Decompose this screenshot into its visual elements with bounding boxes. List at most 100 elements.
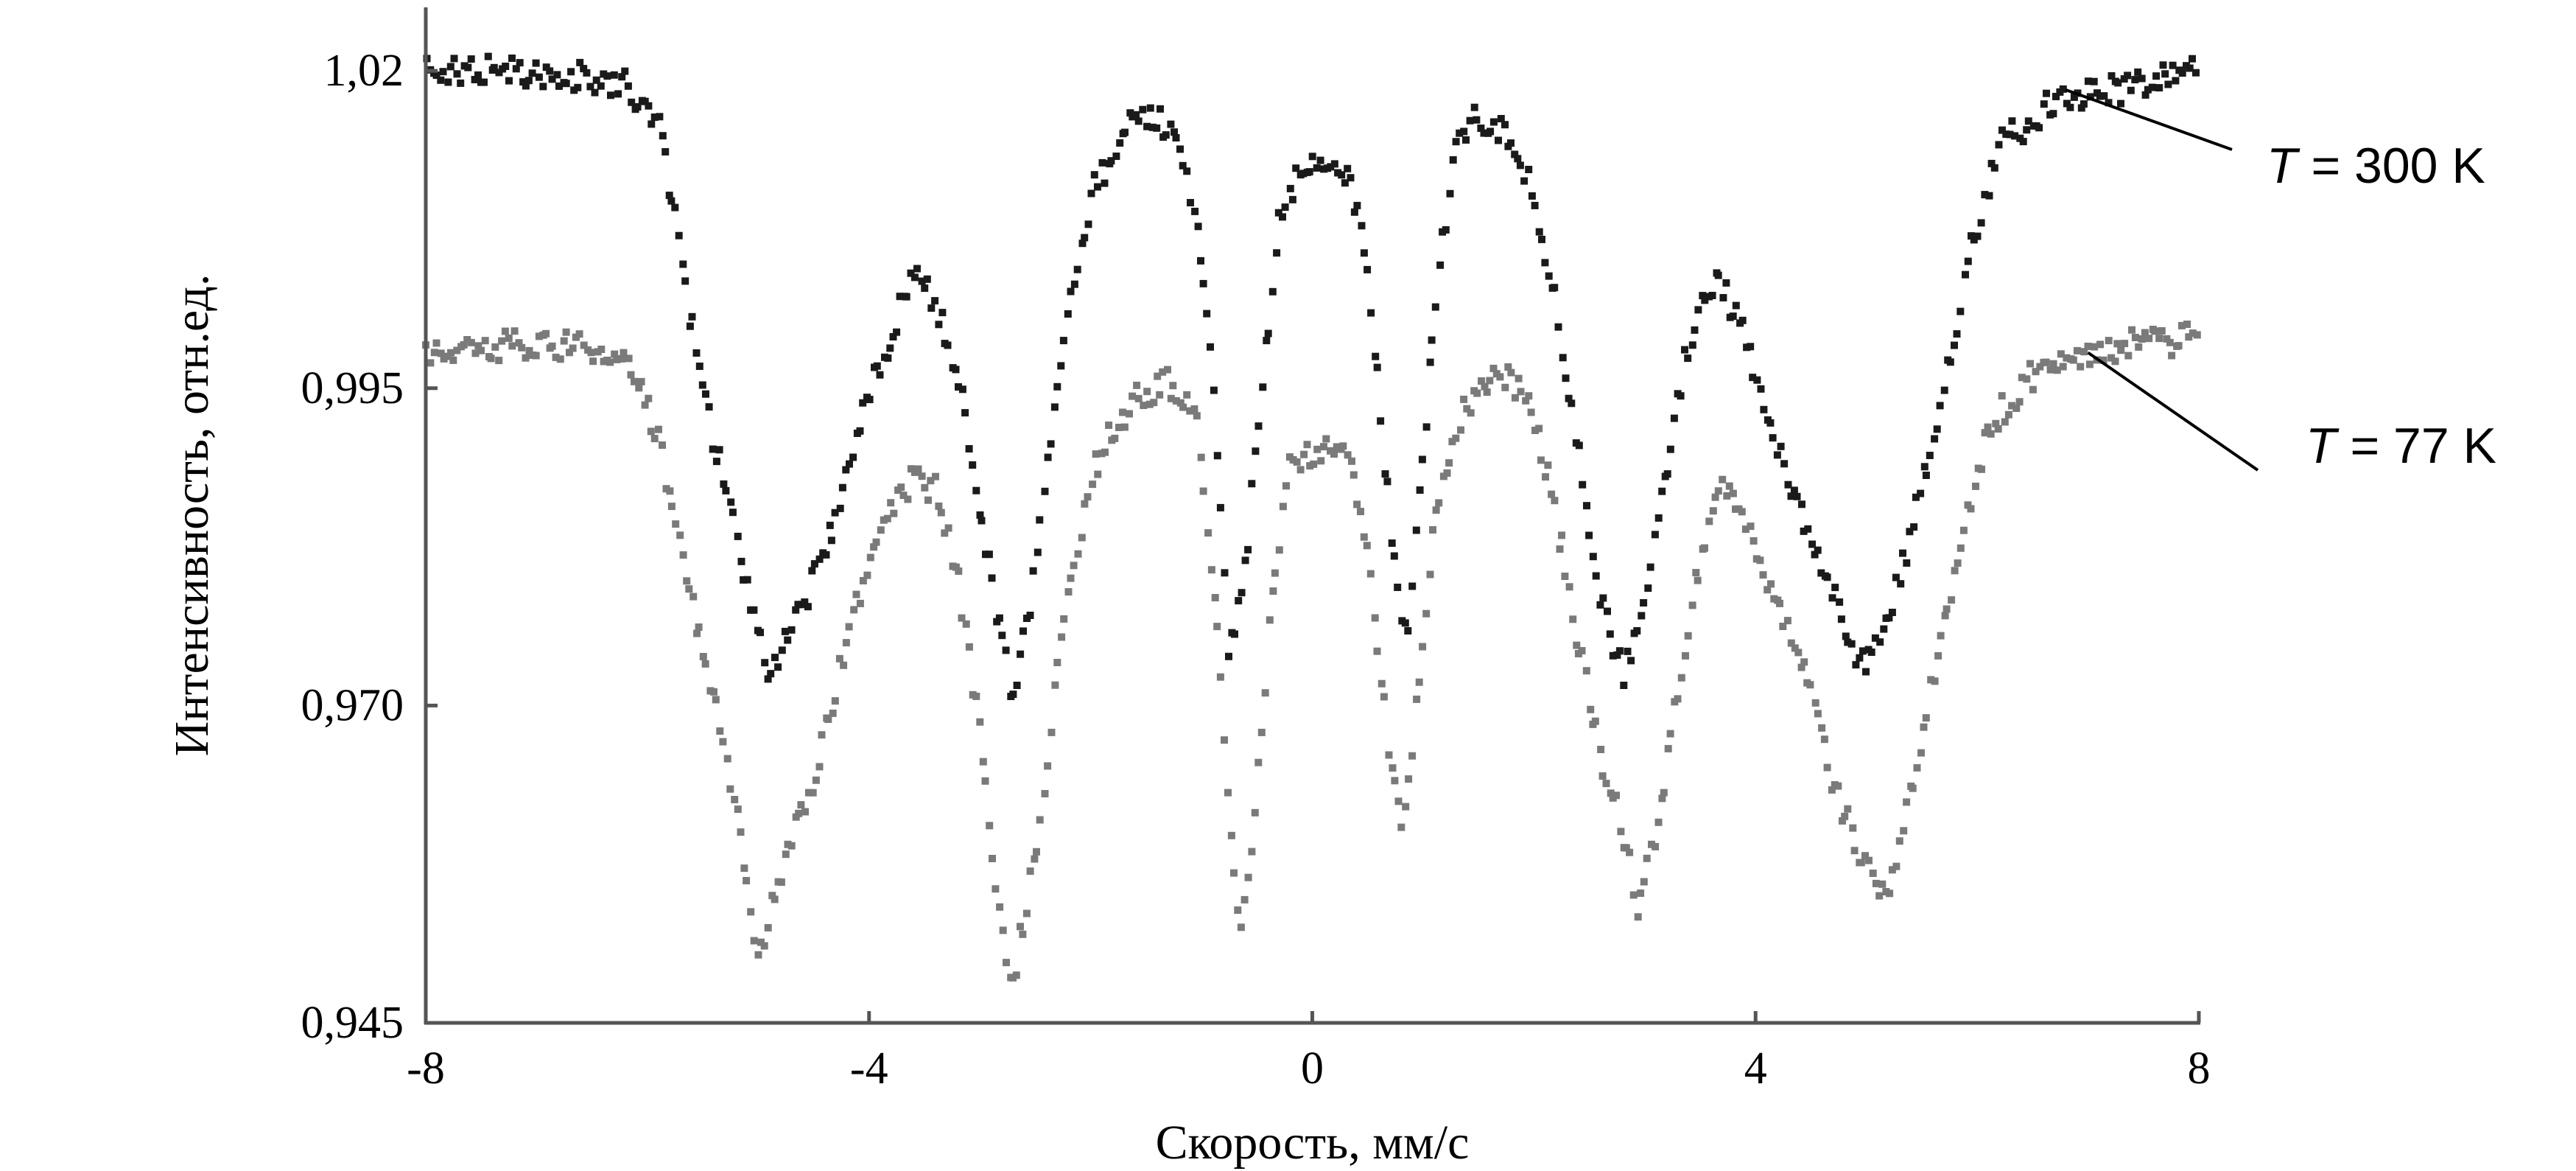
data-points [422,52,2201,982]
data-point [1537,456,1545,464]
data-point [1663,470,1671,478]
data-point [927,477,935,485]
data-point [1405,775,1413,783]
data-point [1391,777,1399,785]
data-point [1274,209,1282,217]
data-point [1070,562,1078,570]
data-point [1573,641,1581,649]
data-point [1791,644,1799,652]
data-point [1419,643,1427,651]
data-point [1172,396,1180,405]
data-point [1292,164,1300,172]
data-point [805,789,813,797]
data-point [1729,489,1737,497]
data-point [1836,598,1844,606]
data-point [641,401,649,409]
data-point [958,385,966,394]
data-point [784,840,792,848]
data-point [1705,517,1713,525]
data-point [566,349,573,357]
data-point [1559,354,1567,362]
data-point [474,71,482,79]
data-point [1248,847,1256,856]
data-point [1254,422,1263,430]
data-point [941,529,949,537]
data-point [1257,728,1266,736]
data-point [1017,650,1025,658]
data-point [645,102,653,110]
data-point [2090,77,2098,85]
data-point [1990,164,1998,172]
data-point [607,91,614,99]
data-point [1654,514,1663,522]
data-point [1981,429,1989,437]
data-point [2155,84,2163,92]
data-point [716,727,724,735]
data-point [914,465,922,473]
data-point [650,113,659,121]
data-point [1757,385,1765,393]
data-point [1842,632,1850,640]
data-point [1003,959,1010,967]
data-point [1460,395,1468,403]
data-point [935,321,943,329]
data-point [856,427,864,435]
data-point [618,73,626,81]
data-point [1426,570,1434,578]
data-point [1019,627,1027,635]
data-point [771,654,779,662]
data-point [795,809,803,817]
data-point [1316,156,1324,164]
data-point [1194,223,1202,231]
data-point [1169,382,1177,390]
data-point [1820,735,1828,744]
data-point [1834,782,1842,790]
data-point [824,716,832,723]
data-point [1026,612,1034,619]
data-point [2053,366,2061,374]
data-point [1373,647,1381,655]
y-tick-label: 0,970 [301,680,404,730]
data-point [693,629,701,637]
data-point [1293,458,1301,466]
data-point [969,461,977,469]
data-point [958,614,966,622]
data-point [1269,587,1277,595]
data-point [1057,362,1065,370]
data-point [999,926,1007,934]
data-point [702,390,709,398]
data-point [1308,153,1316,161]
data-point [427,359,435,367]
data-point [2080,100,2088,108]
data-point [870,543,878,551]
data-point [787,626,796,634]
data-point [1804,525,1812,533]
data-point [516,59,524,67]
data-point [1741,525,1749,534]
data-point [1179,403,1187,411]
data-point [1763,586,1772,594]
data-point [1252,447,1260,455]
data-point [1373,363,1381,371]
data-point [1538,235,1545,243]
data-point [1995,141,2003,149]
data-point [2084,77,2092,85]
data-point [1651,531,1659,539]
data-point [2185,333,2193,341]
data-point [1497,115,1505,122]
data-point [1078,534,1086,542]
data-point [1701,544,1708,552]
data-point [826,521,834,529]
data-point [794,601,802,609]
data-point [1036,516,1044,524]
data-point [846,460,853,468]
series-1-points [422,321,2201,982]
data-point [1876,638,1884,646]
data-point [685,585,693,593]
data-point [1383,478,1391,486]
data-point [877,526,885,534]
data-point [2091,343,2099,351]
data-point [1058,633,1066,641]
data-point [1624,647,1632,655]
data-point [1808,540,1817,548]
